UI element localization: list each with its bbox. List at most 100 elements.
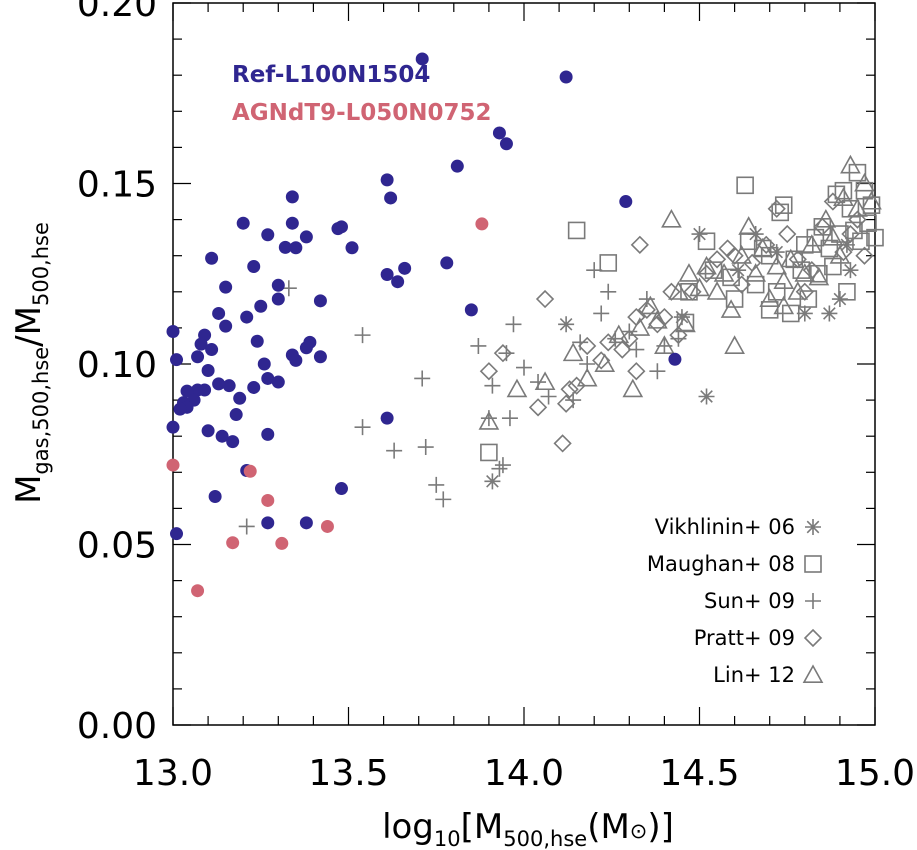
pratt-09-point [479,362,499,381]
lin-12-point [854,172,875,192]
ref-l100n1504-point [619,195,633,209]
lin-12-point [815,208,837,228]
ref-l100n1504-point [180,384,194,398]
lin-12-point [801,234,823,253]
pratt-09-point [707,250,727,269]
lin-12-point [713,263,735,282]
ref-l100n1504-point [492,126,506,140]
ref-l100n1504-point [201,424,215,438]
agndt9-l050n0752-point [475,217,489,231]
ref-l100n1504-point [261,516,275,530]
y-axis-title-m1: M [9,475,49,504]
ref-l100n1504-point [313,350,327,364]
lin-12-point [861,190,882,210]
ref-l100n1504-point [205,343,219,357]
ref-l100n1504-point [219,280,233,294]
ref-l100n1504-point [398,261,412,275]
lin-12-point [773,295,795,315]
x-axis-title-mid: [M [461,807,504,847]
pratt-09-point [813,217,832,236]
agndt9-l050n0752-point [261,493,275,507]
vikhlinin-06-point [821,305,838,322]
ref-l100n1504-point [271,375,285,389]
pratt-09-point [725,246,744,265]
ref-l100n1504-point [236,216,250,230]
legend-obs-label: Lin+ 12 [713,663,795,687]
y-axis-title: Mgas,500,hse/M500,hse [9,222,53,504]
x-tick-label: 13.5 [308,753,388,794]
agndt9-l050n0752-point [226,536,240,550]
ref-l100n1504-point [299,341,313,355]
observation-points-group [238,154,884,535]
sun-09-point [435,491,452,508]
ref-l100n1504-point [559,70,573,84]
lin-12-point [622,378,644,398]
pratt-09-point [630,235,649,255]
maughan-08-point [722,268,740,287]
ref-l100n1504-point [380,267,394,281]
ref-l100n1504-point [233,391,247,405]
agndt9-l050n0752-point [166,458,180,472]
x-axis-title-base: log [382,807,434,847]
x-tick-label: 14.0 [484,753,564,794]
ref-l100n1504-point [345,241,359,255]
ref-l100n1504-point [334,482,348,496]
maughan-08-point [834,181,853,200]
ref-l100n1504-point [212,377,226,391]
x-axis-title-sub1: 10 [434,827,461,850]
sun-09-point [354,419,371,436]
pratt-09-point [841,224,860,244]
ref-l100n1504-point [278,240,292,254]
maughan-08-point [736,176,754,195]
maughan-08-point [820,239,839,258]
ref-l100n1504-point [257,357,271,371]
lin-12-point [594,353,616,373]
maughan-08-point [859,214,877,233]
sun-09-point [540,388,557,405]
lin-12-point [745,263,767,282]
lin-12-point [752,237,774,257]
sun-09-point [516,359,532,376]
lin-12-point [675,313,696,333]
ref-l100n1504-point [261,427,275,441]
ref-l100n1504-point [198,383,212,397]
ref-l100n1504-point [215,429,229,443]
lin-12-point [668,281,689,300]
ref-l100n1504-point [208,489,222,503]
pratt-09-point [493,344,513,363]
ref-l100n1504-point [299,516,313,530]
ref-l100n1504-point [170,353,184,367]
maughan-08-point [697,232,716,251]
pratt-09-point [528,398,548,417]
ref-l100n1504-point [247,260,261,274]
vikhlinin-06-point [673,309,690,326]
pratt-09-point [556,394,576,413]
legend-obs-label: Maughan+ 08 [647,552,795,576]
ref-l100n1504-point [313,294,327,308]
lin-12-point [678,263,700,282]
pratt-09-point [697,264,716,283]
lin-12-point [629,317,651,336]
pratt-09-point [535,289,555,309]
lin-12-point [720,299,742,318]
y-tick-label: 0.05 [77,526,157,567]
pratt-09-point [560,380,579,399]
sun-09-point [530,374,547,391]
maughan-08-point [862,196,881,214]
sun-09-point [417,439,434,456]
lin-12-point [706,281,728,300]
maughan-08-point [852,232,870,251]
sun-09-point [386,442,403,459]
sun-09-point [494,457,511,474]
y-tick-label: 0.10 [77,345,157,386]
sun-09-point [586,262,603,279]
lin-12-point [738,216,759,235]
agndt9-l050n0752-point [191,584,205,598]
ref-l100n1504-point [191,350,205,364]
pratt-09-point [669,325,688,345]
sun-09-point [470,337,487,354]
vikhlinin-06-point [796,305,813,322]
lin-12-point [689,277,710,297]
lin-12-point [478,411,500,430]
